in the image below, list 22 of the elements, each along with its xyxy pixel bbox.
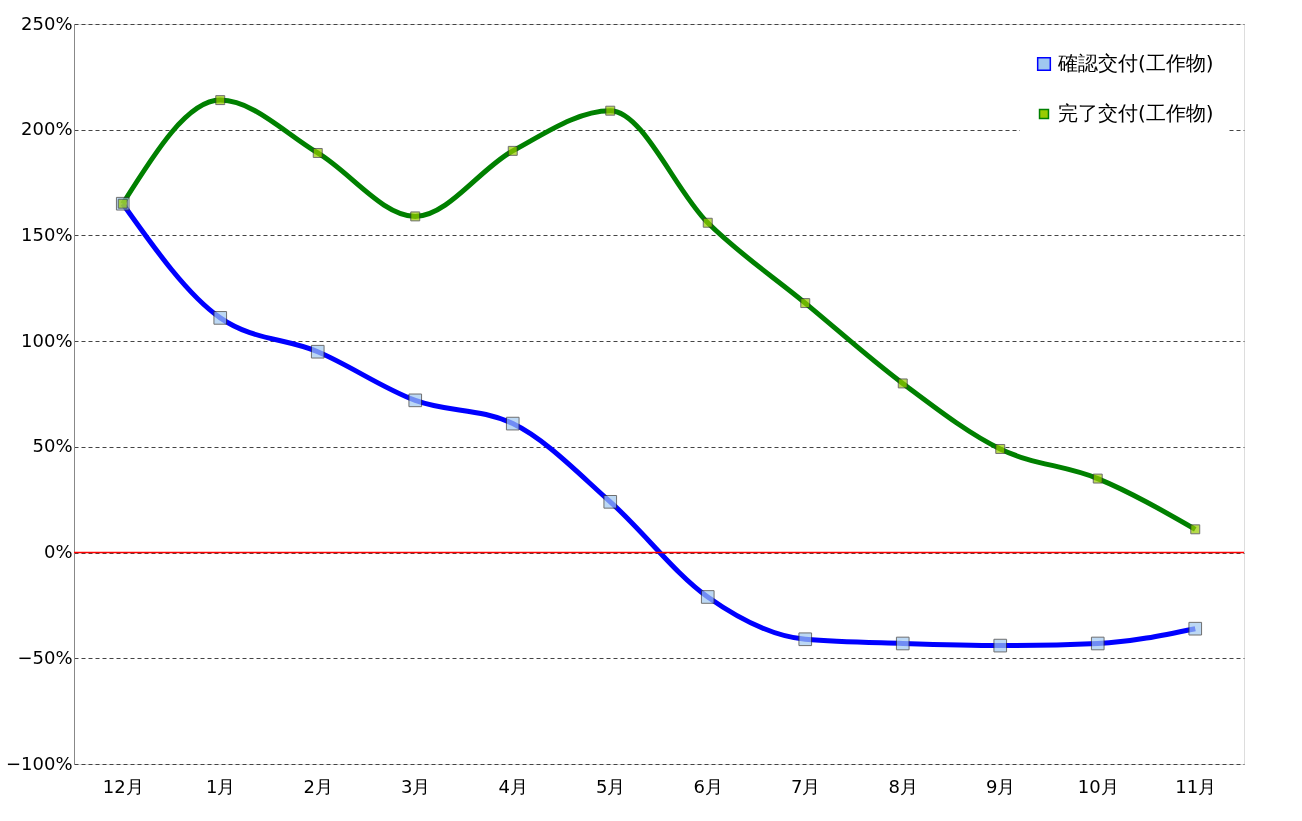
y-tick-label: −100%	[5, 752, 73, 774]
x-tick-label: 3月	[401, 775, 431, 797]
x-tick-label: 2月	[303, 775, 333, 797]
x-tick-label: 7月	[791, 775, 821, 797]
y-tick-label: 250%	[21, 12, 73, 34]
x-tick-label: 10月	[1077, 775, 1119, 797]
y-tick-label: 100%	[21, 329, 73, 351]
x-tick-label: 5月	[596, 775, 626, 797]
x-tick-label: 12月	[102, 775, 144, 797]
y-tick-label: 50%	[32, 435, 73, 457]
x-tick-label: 6月	[693, 775, 723, 797]
x-tick-label: 1月	[206, 775, 236, 797]
y-tick-label: 200%	[21, 118, 73, 140]
legend-label: 完了交付(工作物)	[1058, 101, 1214, 125]
x-tick-label: 8月	[888, 775, 918, 797]
y-tick-label: 150%	[21, 223, 73, 245]
x-tick-label: 4月	[498, 775, 528, 797]
legend-label: 確認交付(工作物)	[1057, 51, 1214, 75]
x-tick-label: 11月	[1175, 775, 1217, 797]
x-tick-label: 9月	[986, 775, 1016, 797]
y-tick-label: −50%	[17, 646, 73, 668]
y-tick-label: 0%	[43, 541, 73, 563]
